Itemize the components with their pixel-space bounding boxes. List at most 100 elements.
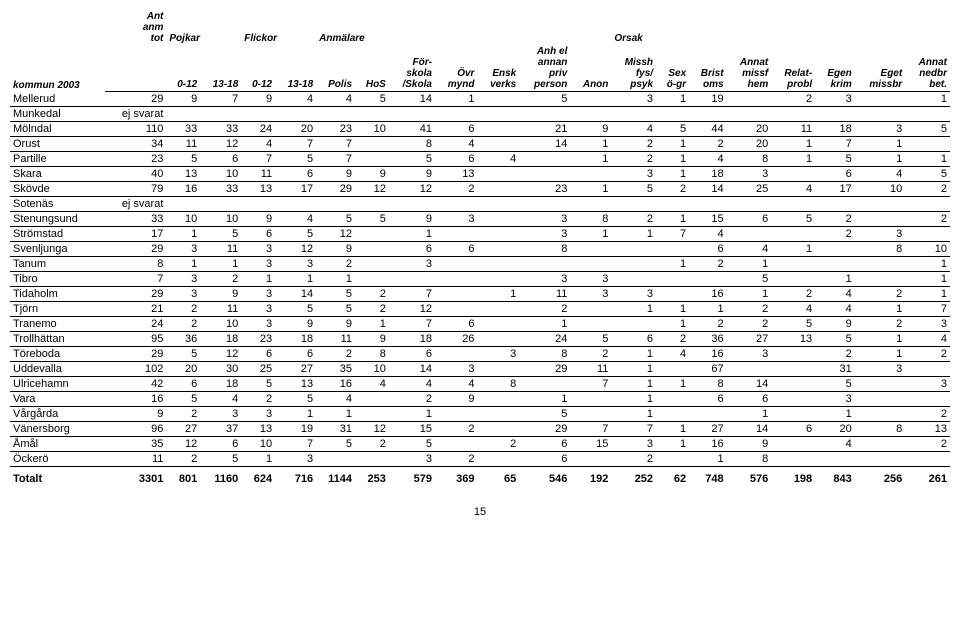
cell-value xyxy=(771,227,815,242)
cell-value: 7 xyxy=(316,152,355,167)
cell-value: 1 xyxy=(570,137,611,152)
cell-value xyxy=(570,92,611,107)
cell-value: 9 xyxy=(105,407,167,422)
cell-value: 79 xyxy=(105,182,167,197)
cell-value: 11 xyxy=(105,452,167,467)
cell-value: 15 xyxy=(570,437,611,452)
total-value: 546 xyxy=(519,467,570,487)
cell-value xyxy=(656,242,689,257)
total-value: 748 xyxy=(689,467,726,487)
cell-value: 13 xyxy=(241,422,275,437)
cell-value: 1 xyxy=(355,317,389,332)
cell-value: 67 xyxy=(689,362,726,377)
cell-value: 10 xyxy=(200,167,241,182)
cell-value: 5 xyxy=(771,212,815,227)
total-value: 716 xyxy=(275,467,316,487)
cell-value xyxy=(815,197,855,212)
cell-value: 2 xyxy=(689,137,726,152)
cell-value: 1 xyxy=(570,152,611,167)
cell-value: 13 xyxy=(241,182,275,197)
h-hos: HoS xyxy=(355,45,389,92)
cell-value: 11 xyxy=(570,362,611,377)
cell-value: 8 xyxy=(477,377,519,392)
cell-value xyxy=(656,362,689,377)
cell-value: 20 xyxy=(727,122,772,137)
table-row: Ulricehamn4261851316444871181453 xyxy=(10,377,950,392)
cell-value: 1 xyxy=(656,137,689,152)
cell-value: 2 xyxy=(771,92,815,107)
cell-value: 3 xyxy=(570,287,611,302)
cell-value: 35 xyxy=(105,437,167,452)
total-value: 1144 xyxy=(316,467,355,487)
cell-value: 1 xyxy=(815,272,855,287)
cell-value: 21 xyxy=(105,302,167,317)
cell-value xyxy=(905,452,950,467)
cell-value: 18 xyxy=(275,332,316,347)
cell-value xyxy=(771,167,815,182)
cell-value: 95 xyxy=(105,332,167,347)
cell-value xyxy=(355,152,389,167)
table-row: Orust3411124778414121220171 xyxy=(10,137,950,152)
cell-value: 1 xyxy=(611,227,656,242)
cell-value: 6 xyxy=(275,347,316,362)
cell-value: 9 xyxy=(166,92,200,107)
table-body: Mellerud2997944514153119231Munkedalej sv… xyxy=(10,92,950,487)
cell-value: 1 xyxy=(166,257,200,272)
cell-value: 11 xyxy=(241,167,275,182)
grp-anmalare: Anmälare xyxy=(316,10,611,45)
cell-kommun: Skövde xyxy=(10,182,105,197)
cell-value: 6 xyxy=(611,332,656,347)
cell-value: 3 xyxy=(905,317,950,332)
grp-orsak: Orsak xyxy=(611,10,950,45)
cell-value: 1 xyxy=(656,152,689,167)
cell-value xyxy=(855,452,905,467)
cell-value: 102 xyxy=(105,362,167,377)
cell-value: 20 xyxy=(815,422,855,437)
cell-value: 11 xyxy=(316,332,355,347)
cell-value xyxy=(435,257,477,272)
cell-value: 5 xyxy=(519,92,570,107)
cell-value xyxy=(771,272,815,287)
cell-value: 4 xyxy=(316,92,355,107)
cell-value: 5 xyxy=(611,182,656,197)
cell-value xyxy=(435,302,477,317)
cell-value: 12 xyxy=(275,242,316,257)
cell-value: 6 xyxy=(389,242,435,257)
cell-value: 16 xyxy=(689,347,726,362)
cell-value: 16 xyxy=(166,182,200,197)
cell-value xyxy=(855,92,905,107)
cell-value: 2 xyxy=(855,287,905,302)
cell-value: 3 xyxy=(389,257,435,272)
cell-value: 2 xyxy=(316,347,355,362)
cell-value xyxy=(570,167,611,182)
table-row: Vänersborg962737131931121522977127146208… xyxy=(10,422,950,437)
grp-pojkar: Pojkar xyxy=(166,10,241,45)
cell-value: 1 xyxy=(656,212,689,227)
cell-value: 8 xyxy=(855,242,905,257)
cell-value: 19 xyxy=(689,92,726,107)
cell-value: 9 xyxy=(241,92,275,107)
cell-value: 1 xyxy=(656,377,689,392)
cell-kommun: Munkedal xyxy=(10,107,105,122)
cell-value: 2 xyxy=(905,437,950,452)
cell-value: 11 xyxy=(200,242,241,257)
cell-value: 24 xyxy=(519,332,570,347)
cell-value: 2 xyxy=(355,437,389,452)
cell-value xyxy=(727,227,772,242)
total-value: 843 xyxy=(815,467,855,487)
cell-value: 2 xyxy=(435,422,477,437)
cell-value: 19 xyxy=(275,422,316,437)
cell-value: 2 xyxy=(519,302,570,317)
cell-value xyxy=(355,392,389,407)
cell-value: 4 xyxy=(656,347,689,362)
table-row: Svenljunga293113129668641810 xyxy=(10,242,950,257)
cell-value: 7 xyxy=(200,92,241,107)
cell-kommun: Strömstad xyxy=(10,227,105,242)
cell-value: 5 xyxy=(166,152,200,167)
cell-value: 1 xyxy=(519,392,570,407)
cell-kommun: Mölndal xyxy=(10,122,105,137)
cell-value xyxy=(275,197,316,212)
cell-value: 3 xyxy=(166,272,200,287)
cell-value: 13 xyxy=(435,167,477,182)
cell-value: 3 xyxy=(727,347,772,362)
